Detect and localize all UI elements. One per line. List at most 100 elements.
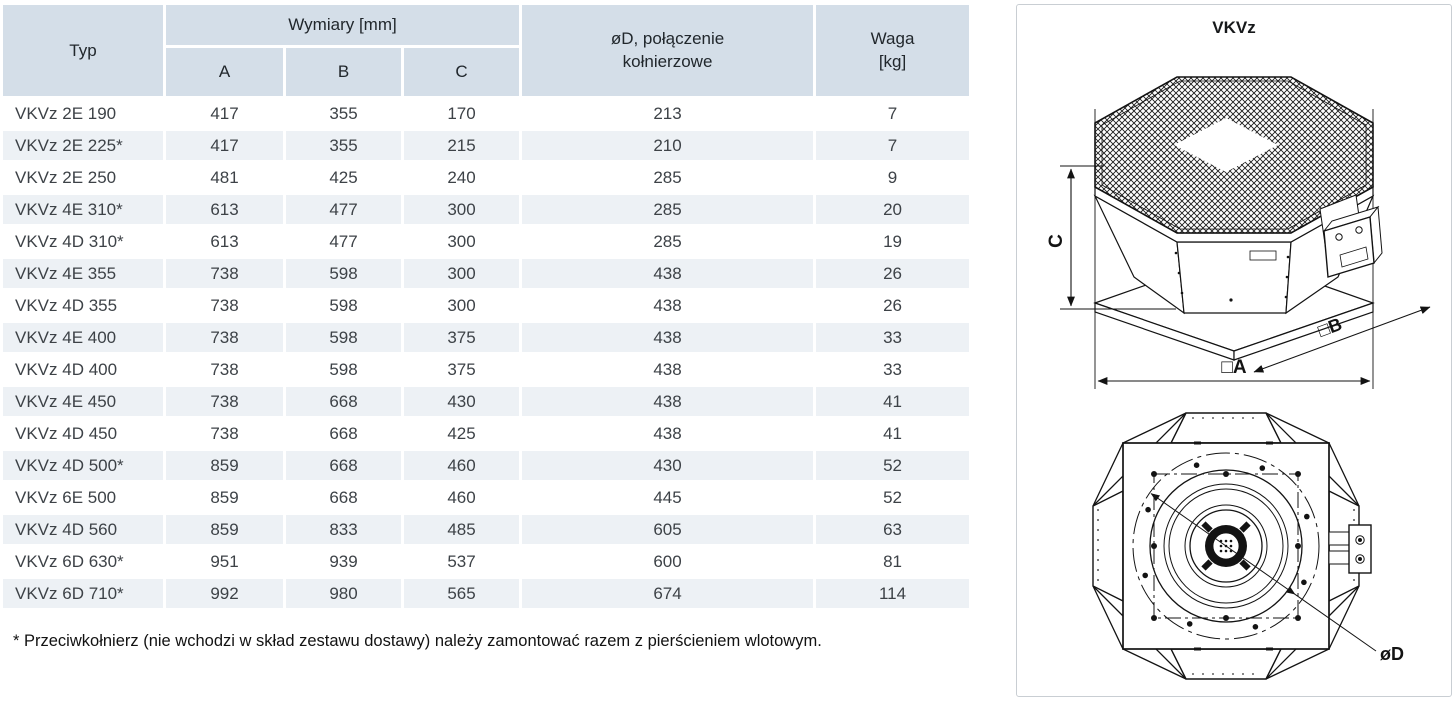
cell-a: 613 xyxy=(166,195,283,224)
cell-flange-diameter: 430 xyxy=(522,451,814,480)
cell-b: 598 xyxy=(286,323,401,352)
dimensions-table-section: Typ Wymiary [mm] øD, połączenie kołnierz… xyxy=(0,2,972,650)
cell-typ: VKVz 4E 355 xyxy=(3,259,163,288)
cell-c: 375 xyxy=(404,323,520,352)
cell-c: 300 xyxy=(404,195,520,224)
cell-a: 859 xyxy=(166,483,283,512)
table-row: VKVz 4E 400 738 598 375 438 33 xyxy=(3,323,970,352)
cell-b: 477 xyxy=(286,195,401,224)
cell-b: 477 xyxy=(286,227,401,256)
cell-weight: 33 xyxy=(816,323,970,352)
cell-typ: VKVz 4E 400 xyxy=(3,323,163,352)
cell-a: 859 xyxy=(166,451,283,480)
cell-weight: 52 xyxy=(816,483,970,512)
square-edge-marks xyxy=(1194,441,1273,651)
drawing-panel: VKVz xyxy=(1016,4,1452,697)
cell-c: 460 xyxy=(404,451,520,480)
cell-b: 668 xyxy=(286,387,401,416)
cell-typ: VKVz 6D 630* xyxy=(3,547,163,576)
cell-a: 738 xyxy=(166,291,283,320)
table-row: VKVz 4D 310* 613 477 300 285 19 xyxy=(3,227,970,256)
cell-a: 738 xyxy=(166,387,283,416)
cell-weight: 52 xyxy=(816,451,970,480)
cell-a: 613 xyxy=(166,227,283,256)
terminal-connector xyxy=(1328,524,1372,574)
cell-c: 170 xyxy=(404,99,520,128)
cell-b: 833 xyxy=(286,515,401,544)
rivet-dots xyxy=(1174,251,1290,302)
bottom-view-drawing: øD xyxy=(1092,412,1404,680)
cell-b: 939 xyxy=(286,547,401,576)
cell-a: 738 xyxy=(166,419,283,448)
cell-a: 859 xyxy=(166,515,283,544)
cell-flange-diameter: 285 xyxy=(522,227,814,256)
table-row: VKVz 6D 630* 951 939 537 600 81 xyxy=(3,547,970,576)
cell-flange-diameter: 210 xyxy=(522,131,814,160)
table-row: VKVz 2E 250 481 425 240 285 9 xyxy=(3,163,970,192)
cell-weight: 81 xyxy=(816,547,970,576)
cell-a: 738 xyxy=(166,259,283,288)
cell-typ: VKVz 4D 500* xyxy=(3,451,163,480)
isometric-view-drawing: C □A □B xyxy=(1046,76,1431,389)
cell-typ: VKVz 2E 190 xyxy=(3,99,163,128)
cell-flange-diameter: 438 xyxy=(522,355,814,384)
cell-c: 430 xyxy=(404,387,520,416)
col-header-dimensions-group: Wymiary [mm] xyxy=(166,5,520,45)
table-row: VKVz 6E 500 859 668 460 445 52 xyxy=(3,483,970,512)
cell-typ: VKVz 6D 710* xyxy=(3,579,163,608)
cell-b: 598 xyxy=(286,355,401,384)
cell-weight: 7 xyxy=(816,131,970,160)
cell-a: 738 xyxy=(166,355,283,384)
cell-weight: 114 xyxy=(816,579,970,608)
cell-typ: VKVz 4D 560 xyxy=(3,515,163,544)
cell-c: 300 xyxy=(404,291,520,320)
cell-flange-diameter: 285 xyxy=(522,163,814,192)
cell-typ: VKVz 4D 400 xyxy=(3,355,163,384)
cell-a: 951 xyxy=(166,547,283,576)
cell-weight: 9 xyxy=(816,163,970,192)
cell-b: 598 xyxy=(286,291,401,320)
dimension-b-line xyxy=(1253,306,1431,373)
junction-box xyxy=(1319,194,1383,278)
cell-flange-diameter: 445 xyxy=(522,483,814,512)
cell-a: 417 xyxy=(166,131,283,160)
cell-b: 980 xyxy=(286,579,401,608)
dimensions-table: Typ Wymiary [mm] øD, połączenie kołnierz… xyxy=(0,2,972,611)
table-row: VKVz 6D 710* 992 980 565 674 114 xyxy=(3,579,970,608)
table-row: VKVz 4D 355 738 598 300 438 26 xyxy=(3,291,970,320)
cell-flange-diameter: 213 xyxy=(522,99,814,128)
cell-flange-diameter: 438 xyxy=(522,387,814,416)
bolt-dots xyxy=(1142,462,1310,630)
table-row: VKVz 4E 310* 613 477 300 285 20 xyxy=(3,195,970,224)
col-header-flange-diameter: øD, połączenie kołnierzowe xyxy=(522,5,814,96)
cell-c: 485 xyxy=(404,515,520,544)
cell-c: 537 xyxy=(404,547,520,576)
cell-typ: VKVz 4D 310* xyxy=(3,227,163,256)
cell-flange-diameter: 674 xyxy=(522,579,814,608)
cell-weight: 33 xyxy=(816,355,970,384)
drawing-title: VKVz xyxy=(1212,18,1256,37)
cell-flange-diameter: 600 xyxy=(522,547,814,576)
dimension-c xyxy=(1060,165,1176,310)
cell-typ: VKVz 4E 450 xyxy=(3,387,163,416)
col-header-a: A xyxy=(166,48,283,96)
table-header: Typ Wymiary [mm] øD, połączenie kołnierz… xyxy=(3,5,970,96)
cell-typ: VKVz 2E 225* xyxy=(3,131,163,160)
cell-flange-diameter: 438 xyxy=(522,291,814,320)
table-row: VKVz 2E 190 417 355 170 213 7 xyxy=(3,99,970,128)
cell-flange-diameter: 285 xyxy=(522,195,814,224)
diameter-leader xyxy=(1150,493,1377,652)
dimension-a-label: □A xyxy=(1221,357,1246,378)
table-row: VKVz 4D 450 738 668 425 438 41 xyxy=(3,419,970,448)
table-row: VKVz 4E 355 738 598 300 438 26 xyxy=(3,259,970,288)
top-plate-opening xyxy=(1174,118,1278,172)
footnote: * Przeciwkołnierz (nie wchodzi w skład z… xyxy=(13,632,822,650)
cell-flange-diameter: 605 xyxy=(522,515,814,544)
cell-weight: 26 xyxy=(816,291,970,320)
col-header-c: C xyxy=(404,48,520,96)
cell-weight: 7 xyxy=(816,99,970,128)
cell-b: 668 xyxy=(286,419,401,448)
dimension-c-label: C xyxy=(1046,234,1067,248)
cell-b: 355 xyxy=(286,131,401,160)
table-row: VKVz 4E 450 738 668 430 438 41 xyxy=(3,387,970,416)
